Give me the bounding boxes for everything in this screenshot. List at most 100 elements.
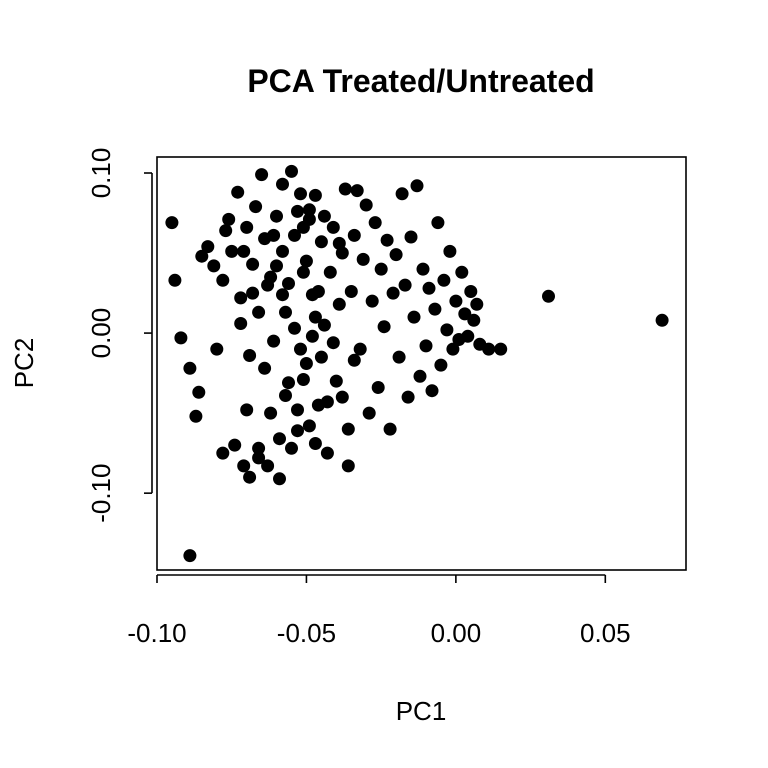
data-point-68	[386, 286, 400, 300]
data-point-73	[401, 390, 415, 404]
data-point-95	[467, 313, 481, 327]
data-point-52	[338, 182, 352, 196]
data-point-83	[431, 216, 445, 230]
x-tick-label-3: 0.05	[580, 618, 631, 648]
data-point-117	[326, 336, 340, 350]
data-point-10	[210, 342, 224, 356]
data-point-93	[461, 329, 475, 343]
data-point-127	[285, 441, 298, 455]
data-point-67	[383, 422, 397, 436]
data-point-122	[240, 403, 254, 417]
data-point-96	[470, 297, 484, 311]
data-point-0	[165, 216, 179, 230]
data-point-28	[267, 334, 281, 348]
chart-title: PCA Treated/Untreated	[247, 63, 594, 99]
data-point-138	[296, 220, 310, 234]
data-point-76	[410, 179, 424, 193]
data-point-82	[428, 302, 442, 316]
data-point-61	[365, 294, 379, 308]
data-point-1	[168, 273, 182, 287]
data-point-119	[335, 390, 349, 404]
y-axis-label: PC2	[9, 338, 39, 389]
data-point-132	[234, 317, 248, 330]
plot-frame	[156, 156, 687, 571]
data-point-87	[443, 244, 457, 258]
data-point-133	[243, 349, 257, 362]
data-point-53	[341, 459, 355, 473]
data-point-56	[350, 184, 364, 198]
data-point-134	[258, 361, 272, 375]
data-point-64	[374, 262, 388, 276]
data-point-101	[655, 313, 669, 327]
data-point-125	[273, 432, 286, 446]
data-point-45	[317, 318, 331, 332]
data-point-37	[294, 187, 307, 201]
data-point-49	[329, 374, 343, 388]
data-point-88	[446, 342, 460, 356]
data-point-91	[455, 265, 469, 279]
data-point-33	[282, 376, 295, 390]
data-point-79	[419, 339, 433, 353]
data-point-18	[237, 459, 251, 473]
data-point-15	[228, 438, 242, 452]
x-axis-label: PC1	[396, 696, 447, 726]
data-point-81	[425, 384, 439, 398]
data-point-46	[320, 446, 334, 460]
data-point-106	[261, 278, 275, 292]
data-point-48	[326, 220, 340, 234]
data-point-131	[308, 437, 322, 450]
data-point-8	[201, 240, 215, 254]
data-point-14	[222, 212, 236, 226]
data-point-23	[252, 441, 266, 455]
data-point-57	[353, 342, 367, 356]
data-point-130	[302, 419, 316, 433]
data-point-58	[356, 252, 370, 266]
data-point-32	[279, 305, 292, 319]
data-point-100	[542, 289, 555, 303]
data-point-105	[252, 305, 266, 319]
data-point-111	[294, 342, 307, 356]
data-point-78	[416, 262, 430, 276]
data-point-103	[237, 244, 251, 258]
data-point-59	[359, 198, 373, 212]
data-point-104	[246, 286, 260, 300]
y-tick-label-1: 0.00	[86, 308, 116, 359]
data-point-5	[189, 409, 203, 423]
data-point-98	[482, 342, 496, 356]
data-point-85	[437, 273, 451, 287]
data-point-123	[252, 451, 266, 465]
data-point-13	[219, 224, 233, 238]
data-point-2	[174, 331, 188, 345]
data-point-19	[240, 220, 254, 234]
data-point-36	[291, 424, 304, 438]
data-point-102	[225, 244, 239, 258]
data-point-34	[285, 164, 298, 178]
data-point-139	[302, 203, 316, 217]
data-point-129	[296, 373, 310, 386]
x-axis: -0.10 -0.05 0.00 0.05	[127, 574, 631, 648]
data-point-65	[377, 320, 391, 334]
data-point-75	[407, 310, 421, 324]
data-point-31	[276, 177, 289, 191]
data-point-84	[434, 358, 448, 372]
data-point-107	[270, 259, 283, 273]
y-tick-label-0: -0.10	[86, 464, 116, 523]
data-point-108	[276, 288, 289, 302]
data-point-70	[392, 350, 406, 364]
data-point-24	[255, 168, 269, 182]
data-point-126	[279, 389, 292, 402]
data-point-121	[347, 353, 361, 367]
data-point-140	[308, 310, 322, 324]
data-point-137	[291, 204, 304, 218]
data-point-116	[320, 395, 334, 409]
data-point-113	[305, 329, 319, 343]
data-point-110	[288, 321, 301, 335]
data-point-17	[234, 291, 248, 305]
data-point-62	[368, 216, 382, 230]
data-point-74	[404, 230, 418, 244]
data-point-22	[249, 200, 263, 214]
data-point-94	[464, 285, 478, 298]
data-point-128	[291, 403, 304, 417]
y-axis: -0.10 0.00 0.10	[86, 148, 153, 523]
